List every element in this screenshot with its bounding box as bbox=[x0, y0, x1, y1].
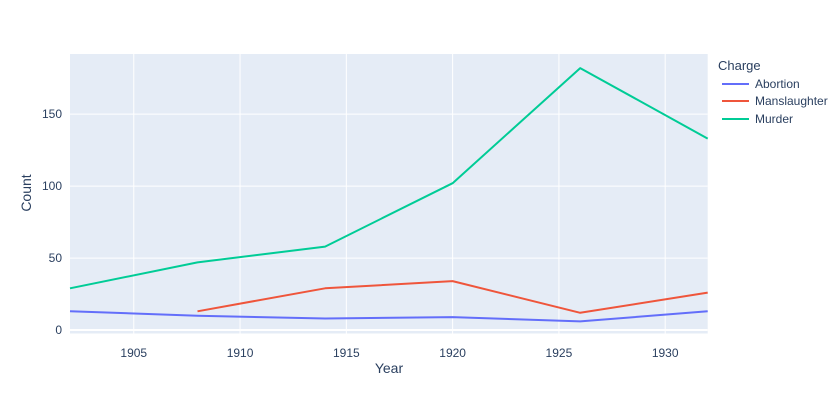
x-tick-label: 1930 bbox=[652, 346, 679, 360]
legend-label: Abortion bbox=[755, 76, 800, 91]
legend-label: Murder bbox=[755, 111, 794, 126]
x-tick-label: 1915 bbox=[333, 346, 360, 360]
legend-line-swatch bbox=[722, 117, 749, 120]
legend-item-manslaughter[interactable]: Manslaughter bbox=[718, 93, 828, 111]
x-tick-label: 1925 bbox=[546, 346, 573, 360]
x-tick-label: 1920 bbox=[439, 346, 466, 360]
legend-item-abortion[interactable]: Abortion bbox=[718, 75, 828, 93]
series-line-manslaughter bbox=[197, 280, 708, 314]
x-axis-title: Year bbox=[374, 360, 404, 376]
series-line-murder bbox=[69, 67, 709, 290]
plot-background[interactable] bbox=[70, 54, 708, 334]
legend-title: Charge bbox=[718, 58, 761, 73]
x-tick-label: 1905 bbox=[120, 346, 147, 360]
legend-item-murder[interactable]: Murder bbox=[718, 110, 828, 128]
legend: Charge Abortion Manslaughter Murder bbox=[718, 57, 828, 128]
x-tick-label: 1910 bbox=[227, 346, 254, 360]
y-axis-title: Count bbox=[18, 174, 34, 212]
series-line-abortion bbox=[69, 310, 708, 323]
legend-label: Manslaughter bbox=[755, 94, 828, 109]
y-tick-label: 50 bbox=[49, 251, 63, 265]
legend-line-swatch bbox=[722, 82, 749, 85]
y-tick-label: 100 bbox=[42, 179, 62, 193]
legend-items: Abortion Manslaughter Murder bbox=[718, 75, 828, 128]
y-tick-label: 0 bbox=[55, 323, 62, 337]
y-tick-label: 150 bbox=[42, 107, 62, 121]
legend-line-swatch bbox=[722, 100, 749, 103]
